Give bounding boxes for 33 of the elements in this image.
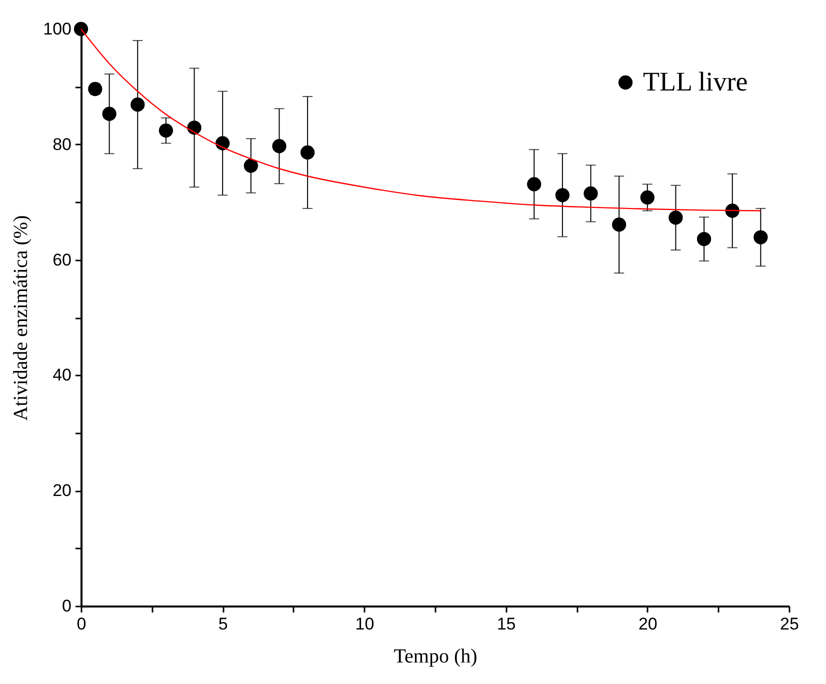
y-tick-label: 60 [52,250,72,270]
y-tick-label: 40 [52,366,72,385]
point [300,145,315,160]
x-tick-label: 10 [355,614,374,634]
point [725,204,740,218]
point [158,123,174,138]
y-tick-label: 80 [52,134,72,154]
point [612,218,626,232]
x-tick-label: 15 [496,614,516,634]
point [244,158,258,173]
point [640,190,654,205]
point [696,232,712,246]
x-tick-label: 5 [218,614,228,634]
point [130,98,145,112]
point [216,136,230,150]
x-axis-title: Tempo (h) [394,646,478,668]
point [187,120,202,135]
x-tick-label: 20 [638,614,658,634]
point [272,139,286,154]
y-tick-label: 100 [43,20,72,38]
point [584,186,598,200]
point [555,188,570,202]
point [754,230,768,244]
point [74,22,88,36]
point [102,106,116,121]
point [527,177,542,192]
x-tick-label: 25 [780,614,799,634]
point [668,210,683,225]
y-tick-label: 0 [62,596,72,616]
legend-label: TLL livre [643,66,748,96]
x-tick-label: 0 [76,614,86,634]
y-axis-title: Atividade enzimática (%) [10,215,32,421]
y-tick-label: 20 [52,481,72,500]
